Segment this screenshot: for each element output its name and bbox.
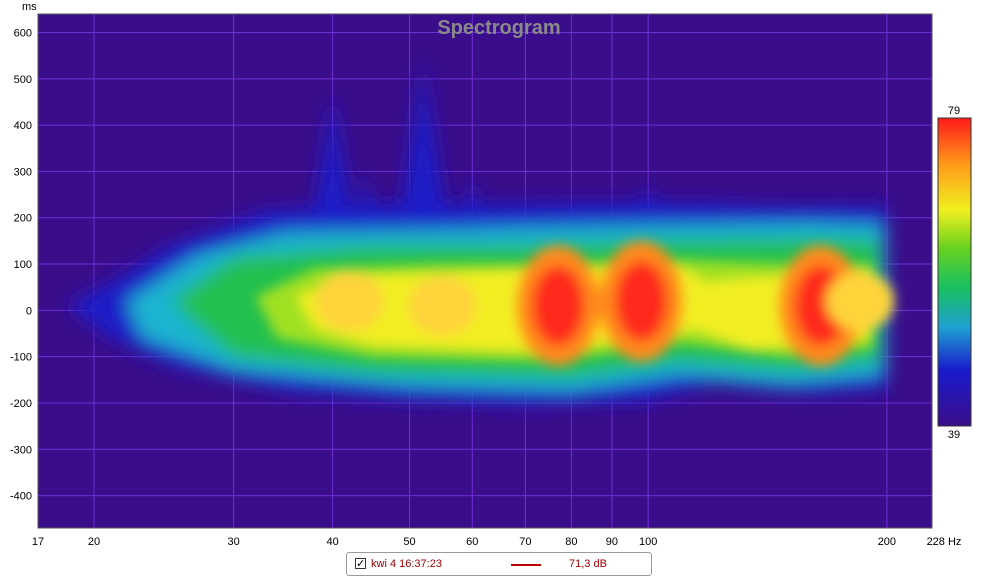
x-tick-label: 30 — [227, 536, 239, 548]
y-tick-label: 0 — [26, 305, 32, 317]
y-tick-label: -400 — [10, 491, 32, 503]
x-tick-label: 40 — [327, 536, 339, 548]
y-axis: 600 500 400 300 200 100 0 -100 -200 -300 -400 — [10, 28, 32, 503]
x-tick-label: 100 — [639, 536, 657, 548]
y-tick-label: 300 — [14, 166, 32, 178]
heat-spike — [397, 60, 450, 241]
y-tick-label: 600 — [14, 28, 32, 40]
heat-layer-inner — [255, 241, 895, 366]
heat-peak-core — [615, 261, 668, 342]
heat-spike — [462, 171, 483, 241]
legend-line-swatch — [511, 564, 541, 566]
heat-spike — [351, 171, 380, 241]
chart-title: Spectrogram — [437, 17, 560, 39]
x-tick-label: 80 — [565, 536, 577, 548]
measurement-level: 71,3 dB — [569, 558, 607, 570]
heat-peak-core — [532, 265, 585, 346]
x-tick-label: 20 — [88, 536, 100, 548]
x-tick-label: 50 — [403, 536, 415, 548]
heat-peak — [408, 275, 477, 336]
legend: ✓ kwi 4 16:37:23 71,3 dB — [346, 552, 652, 576]
x-tick-label: 200 — [878, 536, 896, 548]
heat-spike — [310, 92, 355, 241]
colorbar-gradient — [937, 117, 972, 427]
y-tick-label: -200 — [10, 398, 32, 410]
x-tick-label: 70 — [519, 536, 531, 548]
x-axis: 17 20 30 40 50 60 70 80 90 100 200 228 Hz — [32, 536, 962, 548]
x-tick-label: 17 — [32, 536, 44, 548]
y-axis-unit: ms — [22, 1, 37, 13]
x-tick-label: 228 Hz — [927, 536, 962, 548]
y-tick-label: 200 — [14, 213, 32, 225]
colorbar-max-label: 79 — [948, 105, 960, 117]
measurement-name: kwi 4 16:37:23 — [371, 558, 442, 570]
heat-peak — [826, 271, 895, 332]
colorbar-min-label: 39 — [948, 429, 960, 441]
y-tick-label: 500 — [14, 74, 32, 86]
y-tick-label: 100 — [14, 259, 32, 271]
y-tick-label: -100 — [10, 352, 32, 364]
colorbar: 79 39 — [937, 105, 972, 441]
y-tick-label: -300 — [10, 444, 32, 456]
x-tick-label: 90 — [606, 536, 618, 548]
heat-peak — [315, 271, 384, 332]
y-tick-label: 400 — [14, 120, 32, 132]
x-tick-label: 60 — [466, 536, 478, 548]
measurement-checkbox[interactable]: ✓ — [355, 557, 366, 570]
heatmap-area — [67, 60, 895, 406]
